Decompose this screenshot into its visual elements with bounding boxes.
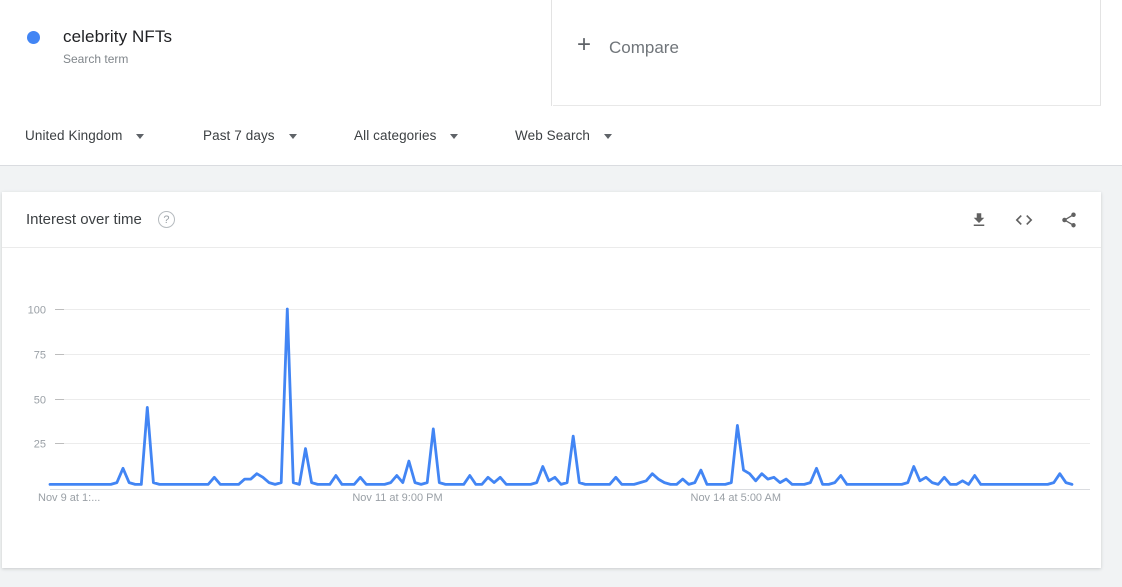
widget-actions xyxy=(969,210,1079,230)
share-icon[interactable] xyxy=(1059,210,1079,230)
widget-title: Interest over time xyxy=(26,211,142,228)
filter-region-value: United Kingdom xyxy=(25,128,123,143)
search-term-type: Search term xyxy=(63,52,129,66)
filter-searchtype-dropdown[interactable]: Web Search xyxy=(515,106,613,165)
filter-category-dropdown[interactable]: All categories xyxy=(354,106,459,165)
download-icon[interactable] xyxy=(969,210,989,230)
chevron-down-icon xyxy=(136,134,145,139)
compare-label: Compare xyxy=(609,38,679,57)
chevron-down-icon xyxy=(604,134,613,139)
filter-category-value: All categories xyxy=(354,128,437,143)
embed-icon[interactable] xyxy=(1014,210,1034,230)
plus-icon: + xyxy=(577,31,592,58)
help-icon[interactable]: ? xyxy=(157,211,175,228)
filter-region-dropdown[interactable]: United Kingdom xyxy=(25,106,145,165)
search-term-label: celebrity NFTs xyxy=(63,27,173,46)
chevron-down-icon xyxy=(450,134,459,139)
filter-searchtype-value: Web Search xyxy=(515,128,591,143)
interest-over-time-widget: Interest over time ? xyxy=(2,192,1101,568)
header-row: celebrity NFTs Search term + Compare xyxy=(0,0,1122,106)
search-term-card[interactable]: celebrity NFTs Search term xyxy=(0,0,552,106)
series-color-dot-icon xyxy=(27,31,40,44)
filter-timerange-value: Past 7 days xyxy=(203,128,275,143)
chevron-down-icon xyxy=(288,134,297,139)
compare-add-card[interactable]: + Compare xyxy=(553,0,1101,106)
widget-header: Interest over time ? xyxy=(2,192,1101,248)
filter-timerange-dropdown[interactable]: Past 7 days xyxy=(203,106,297,165)
filter-bar: United Kingdom Past 7 days All categorie… xyxy=(0,106,1122,166)
